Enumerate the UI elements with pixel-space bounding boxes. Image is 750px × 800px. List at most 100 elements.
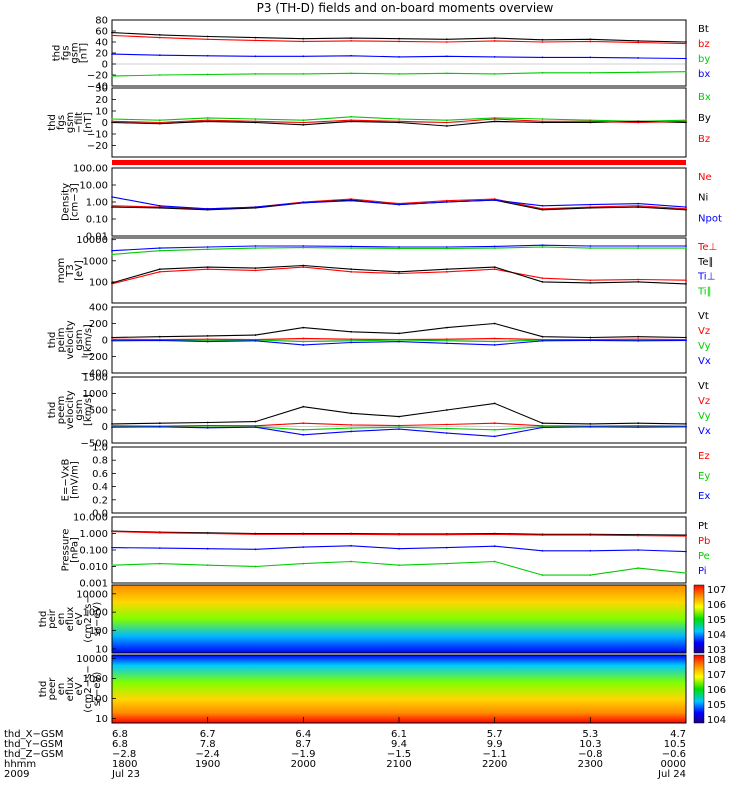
data-point xyxy=(493,435,496,438)
data-point xyxy=(493,247,496,249)
data-point xyxy=(398,424,400,427)
data-point xyxy=(302,337,305,340)
y-label-line: thd xyxy=(38,681,49,698)
data-point xyxy=(493,73,496,75)
chart-title: P3 (TH-D) fields and on-board moments ov… xyxy=(257,1,554,15)
y-tick-label: 10000 xyxy=(76,654,108,665)
data-point xyxy=(158,204,161,207)
data-point xyxy=(445,427,448,430)
ephemeris-value: 6.1 xyxy=(391,729,407,740)
data-point xyxy=(398,118,400,120)
data-point xyxy=(206,119,209,122)
data-point xyxy=(206,338,209,341)
data-point xyxy=(637,202,640,205)
data-point xyxy=(350,423,353,426)
data-point xyxy=(302,433,305,436)
data-point xyxy=(254,118,257,120)
data-point xyxy=(158,425,161,428)
y-tick-label: −20 xyxy=(87,71,108,82)
panel-frame xyxy=(111,376,687,444)
data-point xyxy=(302,264,305,267)
legend-entry: Npot xyxy=(698,213,722,224)
data-point xyxy=(254,269,257,272)
y-label-line: velocity xyxy=(65,320,76,359)
data-point xyxy=(350,54,353,57)
data-point xyxy=(111,75,113,77)
ephemeris-value: 2300 xyxy=(578,759,603,770)
data-point xyxy=(589,38,592,41)
data-point xyxy=(493,245,496,248)
panel-frame xyxy=(111,237,687,304)
spectrogram-image xyxy=(112,655,686,723)
data-point xyxy=(302,266,305,269)
data-point xyxy=(206,117,209,119)
data-point xyxy=(254,206,257,209)
data-point xyxy=(254,267,257,270)
y-tick-label: 0.10 xyxy=(86,215,108,226)
data-point xyxy=(493,422,496,425)
data-point xyxy=(637,280,640,283)
data-point xyxy=(302,533,305,536)
data-point xyxy=(493,560,496,563)
data-point xyxy=(350,430,353,433)
legend-entry: Ez xyxy=(698,451,710,462)
data-point xyxy=(350,119,353,122)
data-point xyxy=(302,121,305,124)
data-point xyxy=(685,70,687,73)
data-point xyxy=(350,412,353,415)
ephemeris-table: thd_X−GSM 6.8 6.7 6.4 6.1 5.7 5.3 4.7 thd_Y−GSM 6… xyxy=(4,717,687,780)
data-point xyxy=(158,335,161,338)
panel-frame xyxy=(111,446,687,514)
data-point xyxy=(302,428,305,431)
panel-peir-spectrogram: 107 106 105 104 103 10000 1000 100 10 thdpeirenef… xyxy=(38,584,726,656)
ephemeris-value: −1.5 xyxy=(387,749,411,760)
data-point xyxy=(111,34,113,37)
data-point xyxy=(302,245,305,247)
data-point xyxy=(493,428,496,431)
ephemeris-value: 5.3 xyxy=(582,729,598,740)
colorbar-tick-label: 105 xyxy=(707,700,726,711)
data-point xyxy=(445,246,448,248)
data-point xyxy=(637,71,640,74)
data-point xyxy=(158,531,161,534)
y-tick-label: 20 xyxy=(95,95,108,106)
data-point xyxy=(398,428,400,431)
y-label-line: thd xyxy=(52,45,63,62)
data-point xyxy=(541,244,544,247)
data-point xyxy=(493,545,496,548)
data-point xyxy=(398,340,400,343)
y-tick-label: 1500 xyxy=(83,373,108,384)
colorbar-tick-label: 103 xyxy=(707,645,726,656)
data-point xyxy=(541,574,544,577)
data-point xyxy=(637,204,640,207)
ephemeris-value: 2200 xyxy=(482,759,507,770)
y-tick-label: 10000 xyxy=(76,589,108,600)
panel-frame xyxy=(111,584,687,654)
data-point xyxy=(445,119,448,122)
data-point xyxy=(589,245,592,247)
data-point xyxy=(493,340,496,343)
data-point xyxy=(398,270,400,273)
y-tick-label: 1000 xyxy=(83,256,108,267)
data-point xyxy=(254,247,257,249)
data-point xyxy=(206,340,209,343)
ephemeris-value: 6.7 xyxy=(200,729,216,740)
data-point xyxy=(637,278,640,281)
data-point xyxy=(541,204,544,207)
colorbar-tick-label: 104 xyxy=(707,715,726,726)
ephemeris-value: 1900 xyxy=(195,759,220,770)
data-point xyxy=(541,71,544,74)
data-point xyxy=(685,339,687,342)
ephemeris-value: 5.7 xyxy=(487,729,503,740)
ephemeris-value: 4.7 xyxy=(670,729,686,740)
y-label-line: peem xyxy=(56,396,67,424)
data-point xyxy=(206,426,209,429)
data-point xyxy=(302,344,305,346)
data-point xyxy=(206,73,209,76)
data-point xyxy=(445,72,448,75)
data-point xyxy=(445,339,448,342)
data-point xyxy=(541,277,544,280)
